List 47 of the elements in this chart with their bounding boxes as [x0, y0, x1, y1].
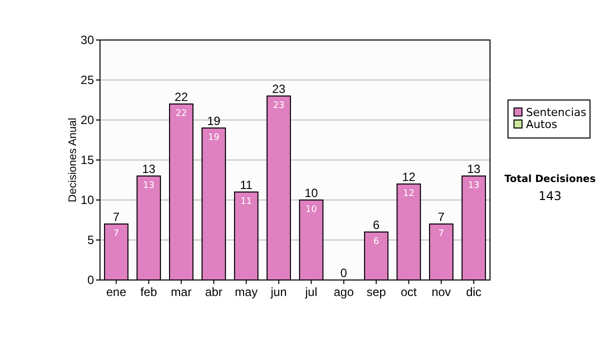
total-label: 11	[240, 178, 253, 192]
total-label: 7	[438, 210, 445, 224]
total-label: 10	[304, 186, 318, 200]
x-tick-label: jun	[270, 285, 287, 299]
legend-label: Autos	[526, 118, 558, 131]
y-tick-label: 20	[80, 113, 94, 127]
y-axis-title: Decisiones Anual	[67, 118, 79, 202]
data-label: 6	[373, 237, 380, 247]
data-label: 13	[143, 181, 154, 191]
total-label: 13	[467, 162, 481, 176]
total-label: 7	[112, 210, 120, 224]
data-label: 23	[273, 101, 284, 111]
y-tick-label: 10	[80, 193, 94, 207]
y-tick-label: 25	[80, 73, 94, 87]
text: 143	[538, 189, 562, 203]
x-tick-label: ago	[334, 285, 354, 299]
y-tick-label: 15	[80, 153, 94, 167]
x-tick-label: jul	[304, 285, 318, 299]
x-tick-label: may	[234, 285, 258, 299]
data-label: 13	[468, 181, 480, 191]
x-tick-label: feb	[140, 285, 158, 299]
data-label: 10	[306, 205, 318, 215]
x-tick-label: sep	[366, 285, 386, 299]
data-label: 7	[113, 229, 120, 239]
x-tick-label: oct	[400, 285, 418, 299]
y-tick-label: 0	[87, 273, 94, 287]
total-label: 23	[272, 82, 286, 96]
x-tick-label: abr	[205, 285, 222, 299]
data-label: 12	[403, 189, 414, 199]
y-tick-label: 5	[87, 233, 94, 247]
total-label: 22	[174, 90, 188, 104]
total-label: 6	[372, 218, 380, 232]
total-label: 12	[402, 170, 416, 184]
x-tick-label: dic	[466, 285, 482, 299]
legend-label: Sentencias	[526, 106, 587, 119]
total-label: 13	[142, 162, 156, 176]
y-tick-label: 30	[80, 33, 94, 47]
total-label: 0	[340, 266, 348, 280]
x-tick-label: ene	[106, 285, 127, 299]
data-label: 11	[240, 197, 252, 207]
total-label: 19	[207, 114, 221, 128]
data-label: 22	[176, 109, 187, 119]
data-label: 7	[438, 229, 444, 239]
text: Total Decisiones	[504, 174, 596, 185]
x-tick-label: nov	[432, 285, 451, 299]
data-label: 19	[208, 133, 220, 143]
x-tick-label: mar	[170, 285, 192, 299]
